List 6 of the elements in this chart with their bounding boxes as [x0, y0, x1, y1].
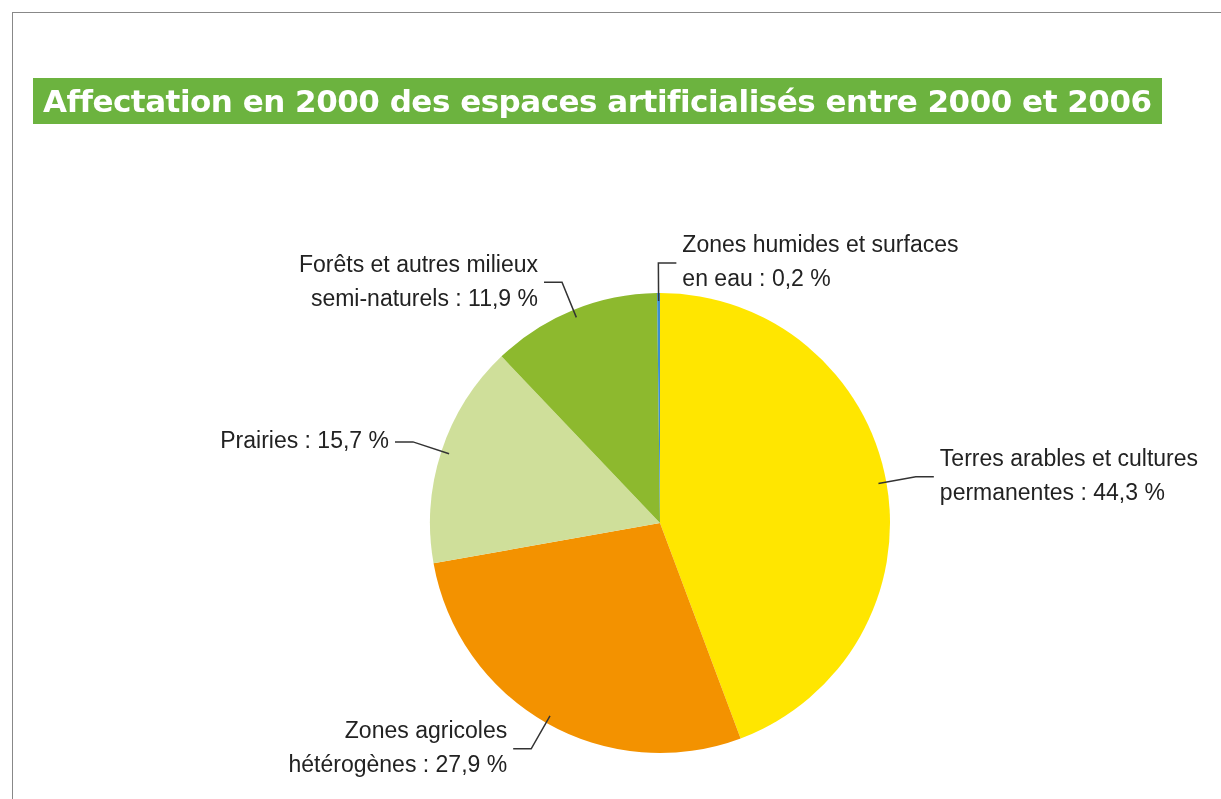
- slice-label: Zones humides et surfaces en eau : 0,2 %: [682, 231, 959, 292]
- slice-label: Forêts et autres milieux semi-naturels : 11,9 %: [298, 250, 539, 311]
- chart-title: Affectation en 2000 des espaces artificialisés entre 2000 et 2006: [33, 78, 1162, 124]
- slice-label: Terres arables et cultures permanentes : 44,3 %: [939, 445, 1199, 506]
- slice-label: Zones agricoles hétérogènes : 27,9 %: [288, 717, 508, 778]
- slice-label: Prairies : 15,7 %: [220, 427, 389, 454]
